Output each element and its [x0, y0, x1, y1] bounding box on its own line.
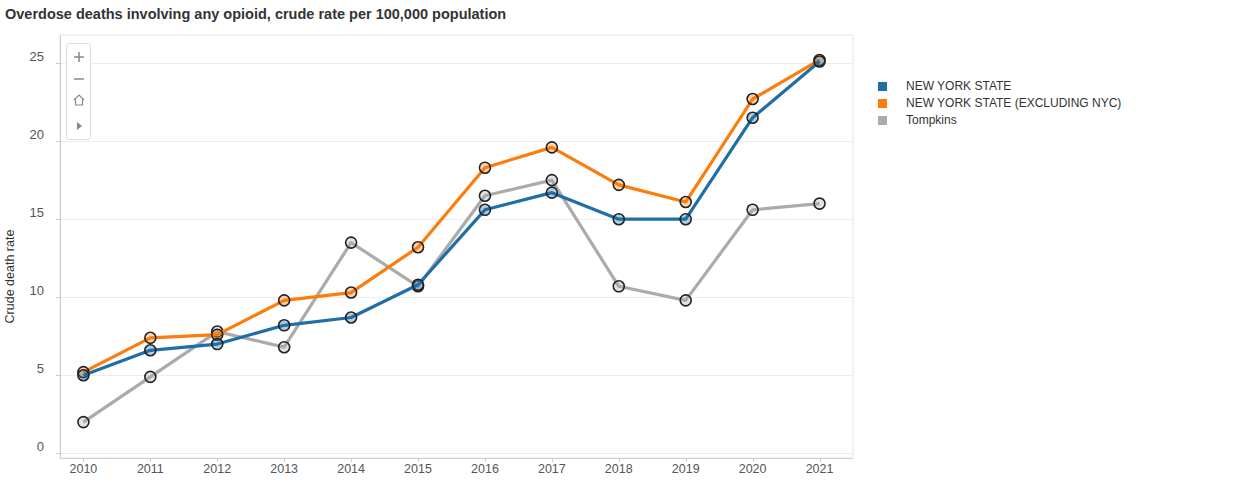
series-marker — [479, 190, 490, 201]
y-tick-label: 10 — [30, 283, 44, 298]
series-marker — [413, 279, 424, 290]
series-marker — [413, 242, 424, 253]
series-marker — [479, 162, 490, 173]
series-marker — [546, 142, 557, 153]
series-marker — [279, 320, 290, 331]
y-tick-label: 15 — [30, 205, 44, 220]
plot-area — [78, 54, 825, 427]
y-axis-label: Crude death rate — [3, 230, 17, 324]
chart-title: Overdose deaths involving any opioid, cr… — [5, 6, 506, 22]
series-marker — [279, 342, 290, 353]
plot-frame — [60, 35, 853, 458]
series-marker — [814, 56, 825, 67]
series-marker — [346, 287, 357, 298]
series-marker — [747, 93, 758, 104]
series-marker — [346, 237, 357, 248]
x-tick-label: 2011 — [137, 462, 164, 476]
series-marker — [346, 312, 357, 323]
x-tick-label: 2010 — [70, 462, 98, 476]
x-tick-label: 2014 — [337, 462, 365, 476]
series-marker — [479, 204, 490, 215]
legend-swatch — [878, 99, 887, 108]
y-tick-label: 20 — [30, 127, 44, 142]
series-marker — [546, 175, 557, 186]
play-icon — [77, 122, 82, 130]
series-marker — [680, 214, 691, 225]
y-tick-label: 0 — [37, 439, 44, 454]
x-axis-line — [60, 458, 853, 459]
toolbox-frame — [67, 44, 91, 140]
home-icon — [74, 95, 84, 105]
y-tick — [56, 141, 60, 142]
y-tick — [56, 297, 60, 298]
series-marker — [78, 370, 89, 381]
x-tick-label: 2020 — [739, 462, 767, 476]
grid-line — [60, 453, 853, 454]
series-marker — [279, 295, 290, 306]
y-tick-label: 25 — [30, 49, 44, 64]
grid-line — [60, 375, 853, 376]
x-tick-label: 2015 — [404, 462, 432, 476]
grid-line — [60, 219, 853, 220]
chart-root: Overdose deaths involving any opioid, cr… — [0, 0, 1242, 492]
x-tick-label: 2016 — [471, 462, 499, 476]
y-tick — [56, 375, 60, 376]
legend-label: NEW YORK STATE — [906, 79, 1011, 93]
y-tick — [56, 219, 60, 220]
series-line — [83, 62, 819, 376]
chart-svg: Overdose deaths involving any opioid, cr… — [0, 0, 1242, 492]
y-axis-line — [60, 35, 61, 458]
legend-label: NEW YORK STATE (EXCLUDING NYC) — [906, 96, 1121, 110]
legend-swatch — [878, 82, 887, 91]
series-marker — [747, 112, 758, 123]
legend-swatch — [878, 116, 887, 125]
grid-line — [60, 297, 853, 298]
series-marker — [546, 187, 557, 198]
series-marker — [613, 214, 624, 225]
series-marker — [747, 204, 758, 215]
series-marker — [613, 281, 624, 292]
series-marker — [613, 179, 624, 190]
zoom-toolbox — [67, 44, 91, 140]
series-marker — [145, 371, 156, 382]
zoom-out-icon — [74, 78, 84, 80]
series-marker — [78, 417, 89, 428]
series-marker — [680, 197, 691, 208]
series-marker — [145, 345, 156, 356]
grid-line — [60, 141, 853, 142]
x-tick-label: 2018 — [605, 462, 633, 476]
series-line — [83, 180, 819, 422]
series-marker — [212, 339, 223, 350]
legend-label: Tompkins — [906, 113, 957, 127]
zoom-in-icon — [74, 52, 84, 62]
y-tick — [56, 453, 60, 454]
x-tick-label: 2012 — [203, 462, 231, 476]
series-marker — [814, 198, 825, 209]
series-marker — [145, 332, 156, 343]
series-line — [83, 60, 819, 372]
y-tick-label: 5 — [37, 361, 44, 376]
y-tick — [56, 63, 60, 64]
x-tick-label: 2019 — [672, 462, 700, 476]
x-tick-label: 2017 — [538, 462, 566, 476]
x-tick-label: 2021 — [806, 462, 834, 476]
legend: NEW YORK STATE NEW YORK STATE (EXCLUDING … — [878, 79, 1121, 127]
x-tick-label: 2013 — [270, 462, 298, 476]
grid-line — [60, 63, 853, 64]
series-marker — [680, 295, 691, 306]
